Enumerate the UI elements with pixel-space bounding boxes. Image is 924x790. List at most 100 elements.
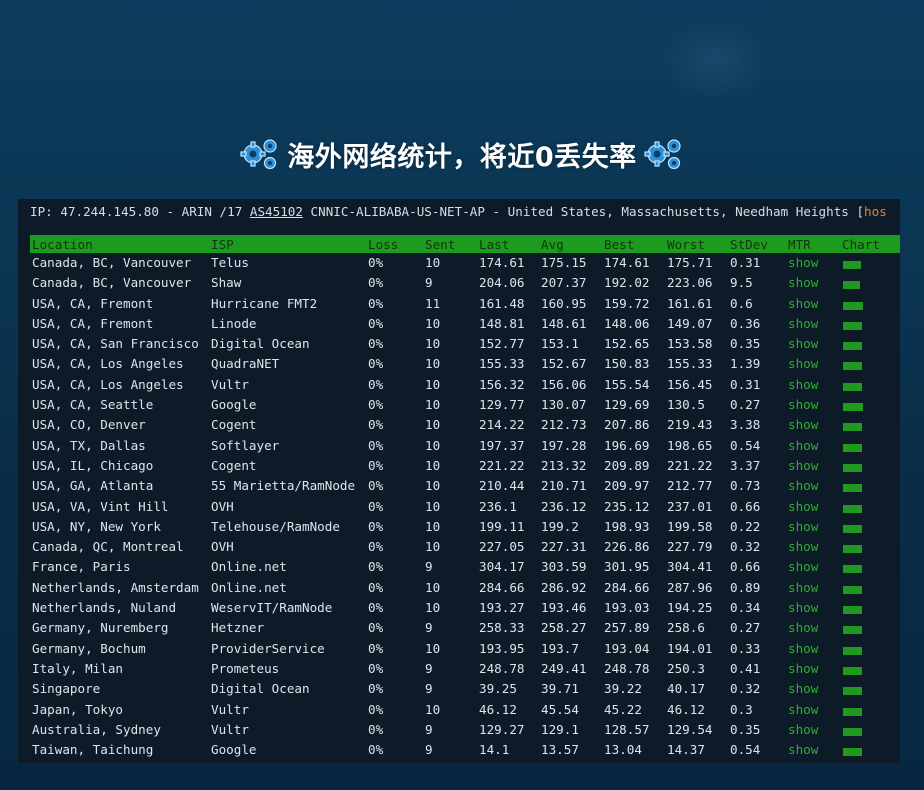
chart-bar[interactable] bbox=[843, 281, 860, 290]
cell-loss: 0% bbox=[368, 417, 384, 433]
mtr-show-link[interactable]: show bbox=[788, 721, 819, 737]
mtr-show-link[interactable]: show bbox=[788, 640, 819, 656]
chart-bar[interactable] bbox=[843, 504, 862, 513]
mtr-show-link[interactable]: show bbox=[788, 376, 819, 392]
table-row: Germany, Nuremberg Hetzner 0% 9 258.33 258.27… bbox=[30, 619, 900, 639]
gears-icon bbox=[644, 139, 681, 170]
cell-loss: 0% bbox=[368, 255, 384, 270]
mtr-show-link[interactable]: show bbox=[788, 498, 819, 514]
cell-last: 14.1 bbox=[479, 742, 510, 758]
mtr-show-link[interactable]: show bbox=[788, 660, 819, 676]
chart-bar[interactable] bbox=[843, 403, 863, 412]
chart-bar[interactable] bbox=[843, 524, 862, 533]
cell-loss: 0% bbox=[368, 701, 384, 717]
cell-avg: 39.71 bbox=[541, 681, 579, 697]
cell-isp: WeservIT/RamNode bbox=[211, 600, 333, 616]
mtr-show-link[interactable]: show bbox=[788, 417, 819, 433]
mtr-show-link[interactable]: show bbox=[788, 275, 819, 291]
cell-avg: 227.31 bbox=[541, 539, 587, 555]
chart-bar[interactable] bbox=[843, 666, 862, 675]
mtr-show-link[interactable]: show bbox=[788, 539, 819, 555]
chart-bar[interactable] bbox=[843, 606, 862, 615]
mtr-show-link[interactable]: show bbox=[788, 336, 819, 352]
chart-bar[interactable] bbox=[843, 585, 862, 594]
cell-avg: 199.2 bbox=[541, 518, 579, 534]
chart-bar[interactable] bbox=[843, 626, 862, 635]
cell-last: 284.66 bbox=[479, 579, 525, 595]
chart-bar[interactable] bbox=[843, 545, 862, 554]
cell-stdev: 0.6 bbox=[730, 295, 753, 311]
cell-sent: 10 bbox=[425, 498, 441, 514]
mtr-show-link[interactable]: show bbox=[788, 295, 819, 311]
chart-bar[interactable] bbox=[843, 423, 862, 432]
cell-sent: 11 bbox=[425, 295, 441, 311]
cell-best: 193.04 bbox=[604, 640, 650, 656]
column-header-worst: Worst bbox=[667, 237, 705, 252]
cell-stdev: 0.66 bbox=[730, 559, 761, 575]
mtr-show-link[interactable]: show bbox=[788, 457, 819, 473]
mtr-show-link[interactable]: show bbox=[788, 518, 819, 534]
mtr-show-link[interactable]: show bbox=[788, 620, 819, 636]
chart-bar[interactable] bbox=[843, 362, 862, 371]
cell-stdev: 0.89 bbox=[730, 579, 761, 595]
chart-bar[interactable] bbox=[843, 301, 863, 310]
cell-avg: 152.67 bbox=[541, 356, 587, 372]
mtr-show-link[interactable]: show bbox=[788, 356, 819, 372]
mtr-show-link[interactable]: show bbox=[788, 559, 819, 575]
chart-bar[interactable] bbox=[843, 342, 862, 351]
cell-location: USA, CA, Los Angeles bbox=[32, 376, 184, 392]
mtr-show-link[interactable]: show bbox=[788, 742, 819, 758]
cell-last: 304.17 bbox=[479, 559, 525, 575]
cell-last: 129.77 bbox=[479, 397, 525, 413]
cell-stdev: 0.33 bbox=[730, 640, 761, 656]
chart-bar[interactable] bbox=[843, 463, 862, 472]
mtr-show-link[interactable]: show bbox=[788, 478, 819, 494]
chart-bar[interactable] bbox=[843, 261, 861, 269]
cell-sent: 10 bbox=[425, 478, 441, 494]
cell-location: USA, TX, Dallas bbox=[32, 437, 146, 453]
cell-worst: 250.3 bbox=[667, 660, 705, 676]
cell-best: 209.89 bbox=[604, 457, 650, 473]
cell-last: 210.44 bbox=[479, 478, 525, 494]
cell-last: 174.61 bbox=[479, 255, 525, 270]
cell-sent: 9 bbox=[425, 620, 433, 636]
asn-link[interactable]: AS45102 bbox=[249, 204, 303, 219]
table-row: USA, CA, San Francisco Digital Ocean 0% 10 1… bbox=[30, 335, 900, 355]
chart-bar[interactable] bbox=[843, 565, 862, 574]
column-header-avg: Avg bbox=[541, 237, 564, 252]
mtr-show-link[interactable]: show bbox=[788, 579, 819, 595]
cell-worst: 198.65 bbox=[667, 437, 713, 453]
cell-avg: 207.37 bbox=[541, 275, 587, 291]
cell-best: 39.22 bbox=[604, 681, 642, 697]
cell-loss: 0% bbox=[368, 498, 384, 514]
chart-bar[interactable] bbox=[843, 748, 862, 757]
chart-bar[interactable] bbox=[843, 443, 862, 452]
chart-bar[interactable] bbox=[843, 707, 862, 716]
cell-sent: 10 bbox=[425, 376, 441, 392]
mtr-show-link[interactable]: show bbox=[788, 701, 819, 717]
mtr-show-link[interactable]: show bbox=[788, 255, 819, 270]
mtr-show-link[interactable]: show bbox=[788, 681, 819, 697]
chart-bar[interactable] bbox=[843, 484, 862, 493]
column-header-last: Last bbox=[479, 237, 510, 252]
cell-last: 199.11 bbox=[479, 518, 525, 534]
table-row: Canada, BC, Vancouver Shaw 0% 9 204.06 207.37… bbox=[30, 274, 900, 294]
cell-avg: 156.06 bbox=[541, 376, 587, 392]
chart-bar[interactable] bbox=[843, 382, 862, 391]
column-header-sent: Sent bbox=[425, 237, 456, 252]
table-row: USA, GA, Atlanta 55 Marietta/RamNode 0% 10 2… bbox=[30, 477, 900, 497]
mtr-show-link[interactable]: show bbox=[788, 437, 819, 453]
cell-stdev: 0.35 bbox=[730, 721, 761, 737]
chart-bar[interactable] bbox=[843, 321, 862, 330]
chart-bar[interactable] bbox=[843, 727, 862, 736]
mtr-show-link[interactable]: show bbox=[788, 315, 819, 331]
cell-sent: 10 bbox=[425, 518, 441, 534]
chart-bar[interactable] bbox=[843, 687, 862, 696]
cell-sent: 10 bbox=[425, 701, 441, 717]
mtr-show-link[interactable]: show bbox=[788, 397, 819, 413]
chart-bar[interactable] bbox=[843, 646, 862, 655]
cell-isp: Telus bbox=[211, 255, 249, 270]
cell-loss: 0% bbox=[368, 721, 384, 737]
mtr-show-link[interactable]: show bbox=[788, 600, 819, 616]
cell-worst: 130.5 bbox=[667, 397, 705, 413]
